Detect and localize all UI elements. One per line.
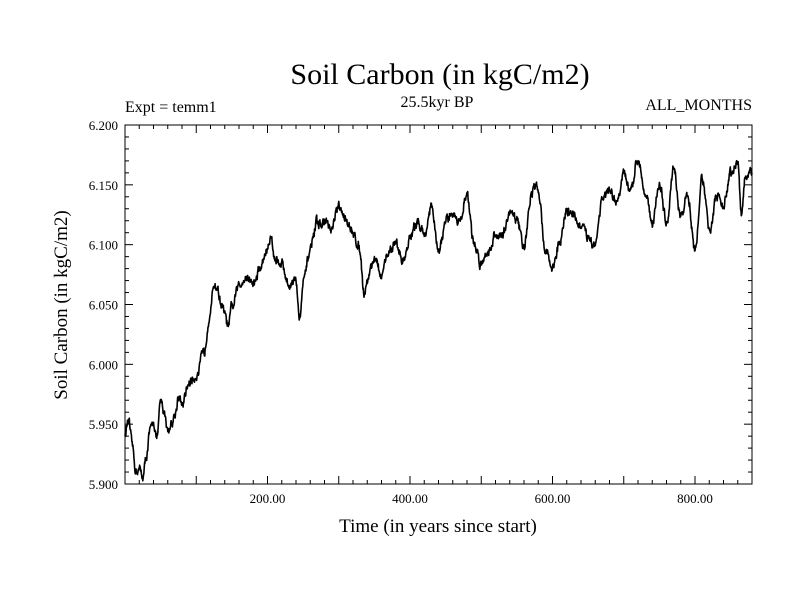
- y-tick-label: 6.000: [89, 357, 118, 372]
- y-tick-label: 6.100: [89, 238, 118, 253]
- x-tick-label: 400.00: [392, 491, 428, 506]
- x-tick-label: 600.00: [535, 491, 571, 506]
- y-tick-label: 5.950: [89, 417, 118, 432]
- x-tick-labels: 200.00 400.00 600.00 800.00: [250, 491, 713, 506]
- y-tick-label: 6.200: [89, 118, 118, 133]
- axis-ticks: [125, 125, 752, 484]
- experiment-label: Expt = temm1: [125, 99, 217, 116]
- y-tick-label: 6.150: [89, 178, 118, 193]
- y-tick-label: 6.050: [89, 298, 118, 313]
- soil-carbon-series-line: [124, 159, 753, 482]
- period-label: 25.5kyr BP: [401, 94, 474, 111]
- chart-title: Soil Carbon (in kgC/m2): [290, 58, 589, 91]
- x-axis-label: Time (in years since start): [339, 516, 537, 537]
- plot-frame: [124, 124, 753, 485]
- y-tick-label: 5.900: [89, 477, 118, 492]
- y-tick-labels: 5.900 5.950 6.000 6.050 6.100 6.150 6.200: [89, 118, 118, 492]
- x-tick-label: 800.00: [677, 491, 713, 506]
- x-tick-label: 200.00: [250, 491, 286, 506]
- months-label: ALL_MONTHS: [645, 97, 752, 114]
- y-axis-label: Soil Carbon (in kgC/m2): [51, 210, 72, 399]
